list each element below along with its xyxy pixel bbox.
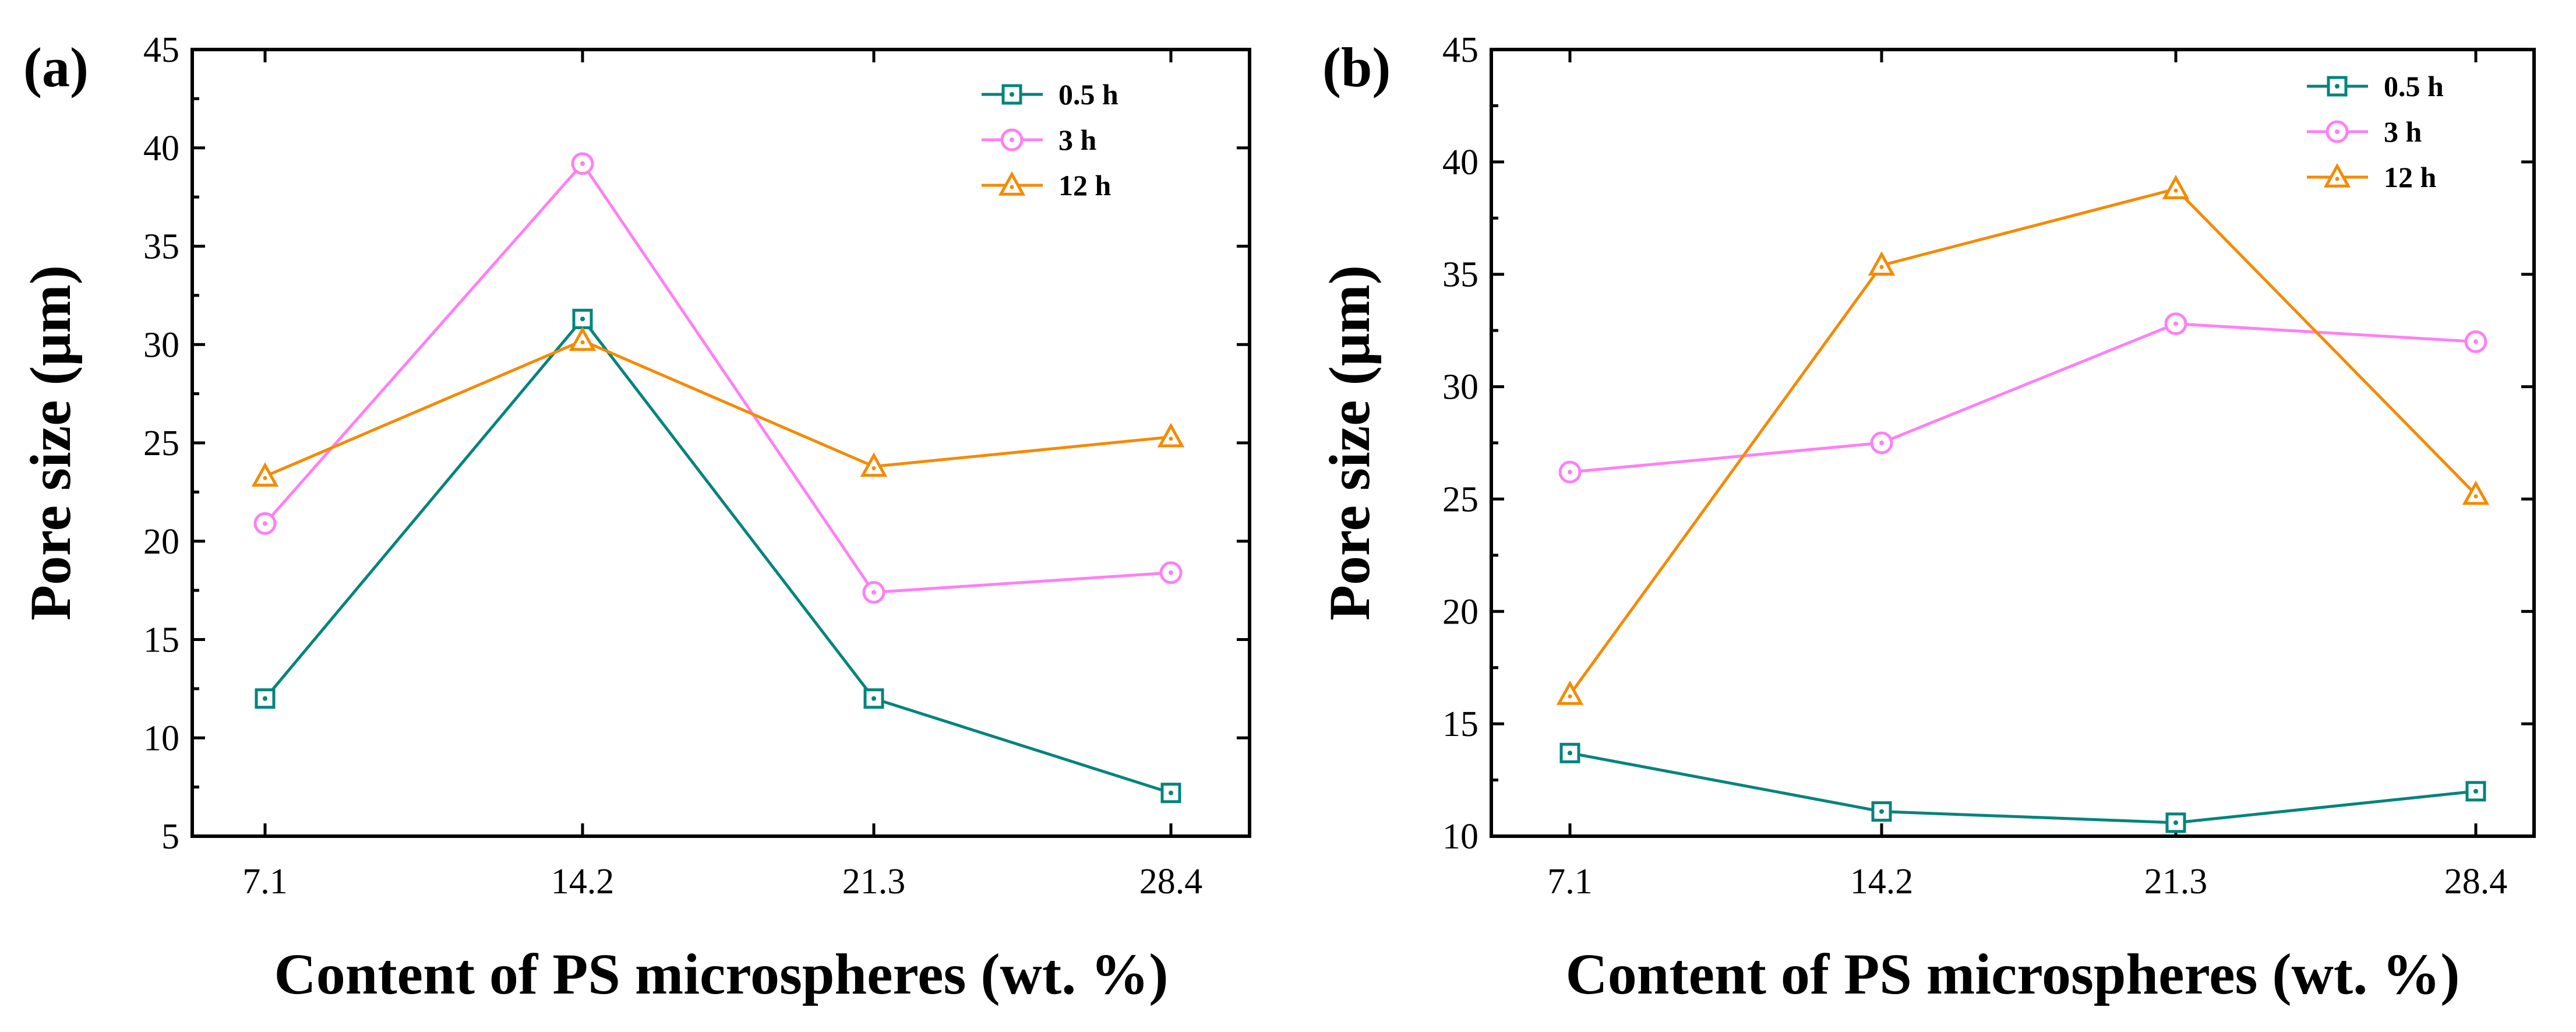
data-point (251, 462, 279, 487)
x-tick-label: 14.2 (1850, 862, 1914, 901)
data-point (2164, 312, 2187, 336)
y-tick-label: 5 (161, 817, 179, 857)
data-point (1871, 801, 1892, 822)
legend-marker (2323, 163, 2351, 188)
x-axis-title: Content of PS microspheres (wt. %) (274, 942, 1168, 1006)
legend-marker (1001, 84, 1022, 105)
data-point (1558, 460, 1582, 484)
y-tick-label: 35 (143, 227, 179, 267)
y-axis-title: Pore size (μm) (1317, 265, 1382, 621)
y-tick-label: 15 (1442, 705, 1478, 744)
x-tick-label: 14.2 (551, 862, 615, 901)
panel-b: (b) 10 15 20 25 30 35 40 45 7.1 14.2 21.3 28.4 Por… (1317, 30, 2536, 1006)
data-point (572, 308, 593, 329)
legend: 0.5 h 3 h 12 h (982, 78, 1118, 202)
legend-label: 0.5 h (2384, 70, 2444, 103)
series-line-3-h (264, 161, 1171, 594)
y-tick-label: 40 (1442, 143, 1478, 182)
plot-frame (1490, 48, 2536, 838)
data-point (1870, 431, 1893, 455)
legend-marker (2327, 76, 2348, 97)
legend-marker (998, 171, 1026, 196)
series-line-0-5-h (1569, 751, 2476, 825)
series-line-12-h (1568, 187, 2477, 696)
x-tick-label: 21.3 (842, 862, 906, 901)
y-tick-label: 25 (1442, 480, 1478, 519)
data-point (860, 452, 888, 477)
x-tick-label: 7.1 (242, 862, 288, 901)
data-point (253, 512, 277, 535)
legend-label: 3 h (1058, 124, 1097, 156)
data-point (2462, 480, 2490, 505)
y-axis-title: Pore size (μm) (18, 265, 83, 621)
x-axis-title: Content of PS microspheres (wt. %) (1565, 942, 2459, 1006)
data-point (1159, 561, 1183, 584)
legend-marker (2326, 120, 2349, 143)
x-tick-label: 21.3 (2144, 862, 2208, 901)
data-point (1556, 680, 1584, 705)
data-point (1160, 783, 1181, 804)
data-point (2465, 781, 2486, 802)
y-tick-label: 20 (1442, 592, 1478, 632)
plot-frame (190, 48, 1251, 838)
x-axis: 7.1 14.2 21.3 28.4 (1547, 50, 2507, 901)
data-point (569, 326, 597, 351)
data-point (2165, 812, 2186, 833)
x-tick-label: 7.1 (1547, 862, 1593, 901)
panel-a: (a) 5 10 15 20 25 30 35 40 45 7.1 14.2 21.3 28.4 Po… (18, 30, 1251, 1006)
panel-label: (a) (23, 36, 89, 98)
series-line-12-h (264, 339, 1171, 478)
data-point (1559, 742, 1580, 763)
series-layer (251, 152, 1185, 804)
y-tick-label: 10 (1442, 817, 1478, 857)
y-axis: 5 10 15 20 25 30 35 40 45 (143, 30, 1250, 857)
data-point (255, 688, 276, 709)
x-axis: 7.1 14.2 21.3 28.4 (242, 50, 1202, 901)
legend-label: 12 h (2384, 161, 2437, 193)
y-tick-label: 35 (1442, 255, 1478, 295)
data-point (1157, 422, 1185, 448)
y-tick-label: 40 (143, 129, 179, 168)
x-tick-label: 28.4 (2444, 862, 2508, 901)
y-tick-label: 45 (1442, 30, 1478, 70)
series-layer (1556, 174, 2490, 833)
legend-label: 0.5 h (1058, 78, 1118, 111)
panel-label: (b) (1322, 36, 1391, 98)
legend-label: 12 h (1058, 169, 1111, 202)
series-line-3-h (1569, 322, 2476, 474)
y-axis: 10 15 20 25 30 35 40 45 (1442, 30, 2534, 857)
legend-marker (1000, 128, 1024, 152)
data-point (862, 581, 885, 604)
y-tick-label: 10 (143, 718, 179, 758)
y-tick-label: 45 (143, 30, 179, 70)
y-tick-label: 15 (143, 621, 179, 660)
y-tick-label: 25 (143, 424, 179, 463)
x-tick-label: 28.4 (1139, 862, 1203, 901)
legend: 0.5 h 3 h 12 h (2307, 70, 2444, 193)
y-tick-label: 20 (143, 522, 179, 562)
data-point (2162, 174, 2190, 199)
y-tick-label: 30 (143, 325, 179, 365)
data-point (2464, 330, 2487, 353)
data-point (571, 152, 594, 175)
y-tick-label: 30 (1442, 368, 1478, 407)
data-point (1868, 251, 1896, 276)
data-point (863, 688, 884, 709)
legend-label: 3 h (2384, 115, 2422, 148)
series-line-0-5-h (264, 316, 1171, 795)
